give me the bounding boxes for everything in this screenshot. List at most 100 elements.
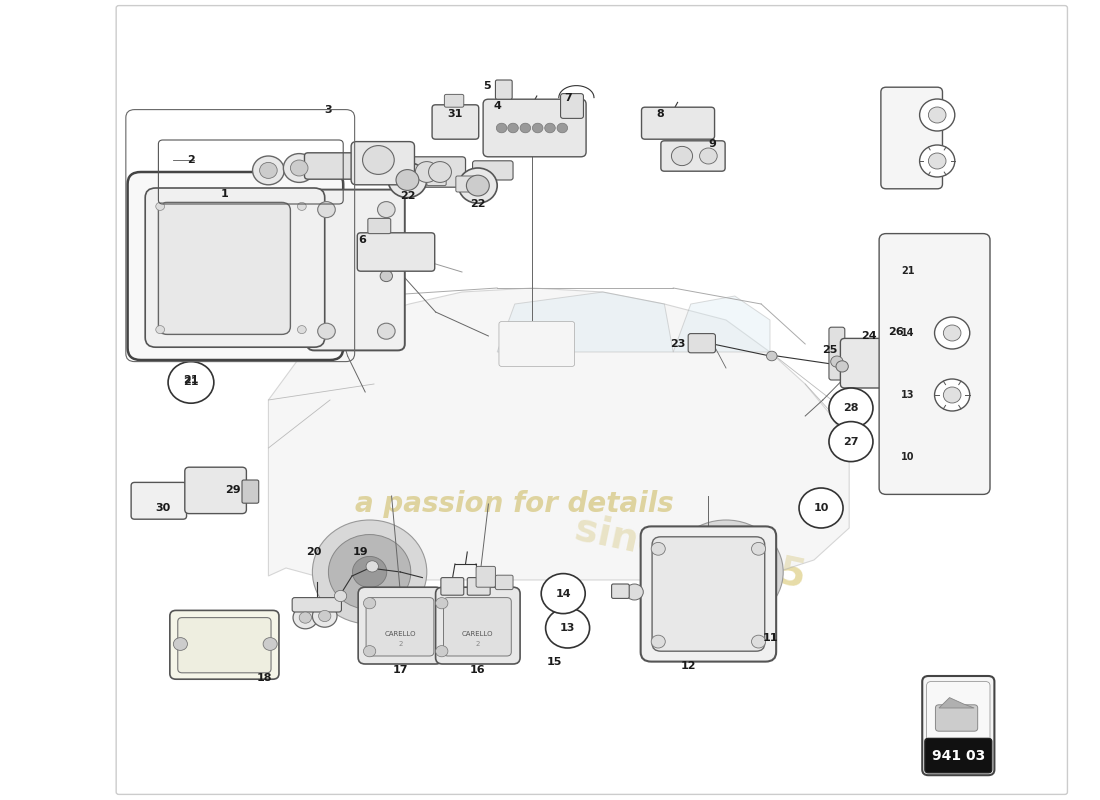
Text: CARELLO: CARELLO [462,630,494,637]
FancyBboxPatch shape [925,738,992,773]
Circle shape [284,154,315,182]
FancyBboxPatch shape [641,107,715,139]
Text: 23: 23 [670,339,685,349]
Circle shape [416,162,438,182]
Circle shape [318,323,336,339]
FancyBboxPatch shape [483,99,586,157]
FancyBboxPatch shape [881,87,943,189]
FancyBboxPatch shape [178,618,271,673]
Circle shape [557,123,568,133]
Polygon shape [939,698,975,708]
Circle shape [381,270,393,282]
FancyBboxPatch shape [443,598,512,656]
Text: 14: 14 [556,589,571,598]
Circle shape [168,362,213,403]
Text: a passion for details: a passion for details [355,490,674,518]
Circle shape [260,162,277,178]
FancyBboxPatch shape [441,578,464,595]
Text: 20: 20 [307,547,322,557]
Polygon shape [673,296,770,352]
Circle shape [363,598,376,609]
Circle shape [651,635,666,648]
Text: 8: 8 [656,109,664,118]
Text: 14: 14 [901,328,915,338]
Circle shape [459,168,497,203]
Circle shape [253,156,284,185]
Text: 13: 13 [560,623,575,633]
Circle shape [496,123,507,133]
Circle shape [669,520,783,624]
Circle shape [626,584,644,600]
Text: 11: 11 [762,634,778,643]
FancyBboxPatch shape [366,598,433,656]
FancyBboxPatch shape [410,157,465,187]
Circle shape [508,123,518,133]
Text: 24: 24 [860,331,877,341]
FancyBboxPatch shape [935,705,978,731]
Circle shape [928,107,946,123]
Circle shape [935,317,970,349]
Text: 30: 30 [155,503,170,513]
Text: 15: 15 [547,658,562,667]
Text: 21: 21 [901,266,915,276]
Circle shape [366,561,378,572]
FancyBboxPatch shape [499,322,574,366]
Circle shape [363,146,394,174]
Polygon shape [268,288,849,580]
Circle shape [156,202,165,210]
Text: 13: 13 [901,390,915,400]
Circle shape [263,638,277,650]
Text: 2: 2 [475,641,480,647]
Circle shape [396,170,419,190]
Text: 31: 31 [448,109,463,118]
Circle shape [312,520,427,624]
Circle shape [751,542,766,555]
FancyBboxPatch shape [305,153,355,179]
FancyBboxPatch shape [359,587,442,664]
FancyBboxPatch shape [926,682,990,744]
Circle shape [651,542,666,555]
Circle shape [299,612,311,623]
FancyBboxPatch shape [169,610,279,679]
FancyBboxPatch shape [476,566,495,587]
Circle shape [174,638,187,650]
Text: 22: 22 [399,191,415,201]
Circle shape [297,202,306,210]
FancyBboxPatch shape [689,334,715,353]
Circle shape [297,326,306,334]
Circle shape [520,123,530,133]
Text: 9: 9 [708,139,717,149]
FancyBboxPatch shape [829,327,845,380]
Circle shape [928,153,946,169]
FancyBboxPatch shape [455,176,477,192]
Circle shape [532,123,543,133]
Text: 21: 21 [184,375,199,385]
FancyBboxPatch shape [145,188,324,347]
Circle shape [685,534,767,610]
Circle shape [935,379,970,411]
Text: 2: 2 [187,155,195,165]
FancyBboxPatch shape [840,338,915,388]
Circle shape [944,325,961,341]
FancyBboxPatch shape [358,233,434,271]
Text: 3: 3 [324,105,332,114]
Circle shape [541,574,585,614]
Text: 19: 19 [353,547,369,557]
FancyBboxPatch shape [128,172,343,360]
Circle shape [836,361,848,372]
Circle shape [436,598,448,609]
Circle shape [920,99,955,131]
Text: 1: 1 [220,189,229,198]
Circle shape [388,162,427,198]
Circle shape [319,610,331,622]
FancyBboxPatch shape [652,537,764,651]
Text: 29: 29 [226,485,241,494]
Circle shape [377,202,395,218]
Circle shape [751,635,766,648]
Circle shape [799,488,843,528]
FancyBboxPatch shape [158,202,290,334]
Circle shape [436,646,448,657]
Circle shape [312,605,337,627]
Text: 25: 25 [822,345,837,354]
Circle shape [546,608,590,648]
